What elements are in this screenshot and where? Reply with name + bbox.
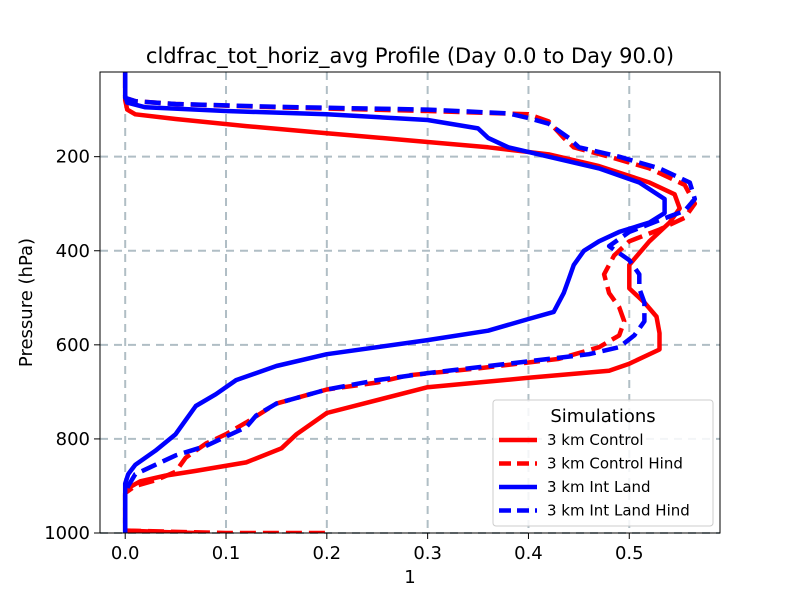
x-tick-label: 0.4 xyxy=(514,543,543,564)
series-line-4 xyxy=(122,72,698,533)
plot-frame xyxy=(99,71,721,534)
legend-title: Simulations xyxy=(550,406,655,427)
legend-label-4: 3 km Int Land Hind xyxy=(547,502,690,520)
y-tick-label: 200 xyxy=(56,147,90,168)
x-tick-label: 0.0 xyxy=(111,543,140,564)
ticks: 0.0 0.1 0.2 0.3 0.4 0.5 200 400 600 800 1000 xyxy=(44,147,643,564)
series-line-3 xyxy=(122,72,667,533)
legend: Simulations 3 km Control 3 km Control Hin… xyxy=(492,399,714,527)
x-tick-label: 0.1 xyxy=(212,543,241,564)
legend-entries: 3 km Control 3 km Control Hind 3 km Int La… xyxy=(499,431,690,520)
y-tick-label: 400 xyxy=(56,241,90,262)
y-tick-label: 800 xyxy=(56,429,90,450)
legend-label-3: 3 km Int Land xyxy=(547,478,651,496)
legend-box xyxy=(492,399,714,527)
legend-label-2: 3 km Control Hind xyxy=(547,455,683,473)
y-axis-label: Pressure (hPa) xyxy=(16,238,37,367)
x-axis-label: 1 xyxy=(404,567,415,588)
x-tick-label: 0.3 xyxy=(413,543,442,564)
x-tick-label: 0.5 xyxy=(615,543,644,564)
x-tick-label: 0.2 xyxy=(313,543,342,564)
y-tick-label: 600 xyxy=(56,335,90,356)
series-layer xyxy=(122,72,698,533)
chart-title: cldfrac_tot_horiz_avg Profile (Day 0.0 t… xyxy=(146,44,674,69)
y-tick-label: 1000 xyxy=(44,523,90,544)
legend-label-1: 3 km Control xyxy=(547,431,644,449)
series-line-2 xyxy=(122,72,698,533)
